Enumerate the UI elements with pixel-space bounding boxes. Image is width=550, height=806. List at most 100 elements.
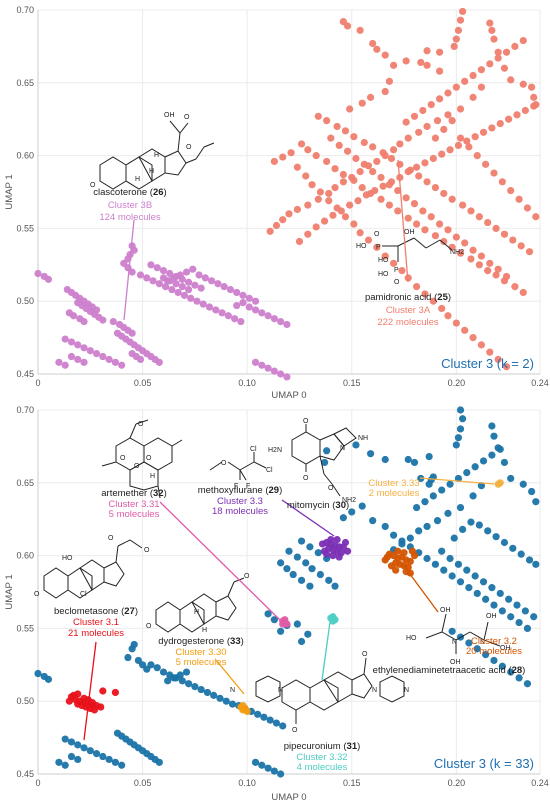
point-other-clusters — [222, 697, 230, 705]
point-cluster-3b — [174, 288, 182, 297]
point-cluster-3b — [231, 315, 239, 323]
point-cluster-3-1 — [65, 697, 73, 705]
point-cluster-3a — [341, 213, 350, 221]
o-label-1: O — [184, 114, 190, 121]
point-cluster-3a — [350, 133, 358, 141]
point-cluster-3a — [482, 160, 490, 168]
y-tick-label: 0.70 — [16, 5, 34, 15]
leader-line-330 — [215, 659, 245, 695]
point-cluster-3b — [155, 280, 163, 288]
point-other-clusters — [34, 669, 42, 678]
o-label-11: O — [303, 418, 309, 425]
point-cluster-3b — [61, 335, 69, 343]
point-other-clusters — [438, 486, 446, 494]
point-cluster-3a — [354, 197, 362, 205]
point-other-clusters — [450, 534, 458, 542]
points-top — [34, 7, 540, 381]
point-other-clusters — [463, 566, 471, 574]
point-cluster-3a — [356, 26, 364, 34]
point-other-clusters — [381, 522, 389, 531]
point-cluster-3a — [502, 272, 511, 281]
o-label-4: O — [374, 231, 380, 238]
point-cluster-3b — [92, 350, 101, 358]
point-cluster-3a — [266, 227, 274, 235]
point-cluster-3a — [379, 182, 387, 190]
point-other-clusters — [406, 534, 414, 542]
point-cluster-3-2 — [383, 553, 391, 561]
point-cluster-3a — [270, 157, 278, 166]
point-cluster-3a — [331, 165, 339, 173]
point-other-clusters — [99, 752, 107, 761]
point-other-clusters — [490, 601, 498, 609]
point-cluster-3b — [172, 280, 180, 288]
point-cluster-3a — [530, 102, 538, 110]
annotation-count-33: 18 molecules — [212, 506, 268, 517]
point-cluster-3a — [471, 133, 479, 141]
panel-title-top: Cluster 3 (k = 2) — [441, 356, 534, 371]
point-cluster-3b — [44, 275, 53, 283]
y-tick-label: 0.70 — [16, 405, 34, 415]
point-cluster-3b — [270, 367, 278, 375]
annotation-name-mitomycin: mitomycin (30) — [287, 500, 349, 511]
point-cluster-3b — [208, 277, 216, 285]
point-cluster-3a — [297, 140, 306, 148]
point-other-clusters — [448, 627, 456, 635]
point-cluster-3a — [444, 111, 452, 119]
point-cluster-3-2 — [400, 549, 408, 557]
point-cluster-3a — [312, 223, 320, 231]
point-cluster-3a — [452, 83, 460, 91]
point-other-clusters — [479, 457, 488, 465]
point-cluster-3-3 — [327, 535, 335, 544]
pipecuronium-structure: N N N N O O — [230, 651, 409, 734]
point-cluster-3a — [417, 58, 425, 67]
point-cluster-3a — [450, 42, 458, 51]
point-other-clusters — [532, 498, 540, 506]
point-cluster-3b — [159, 267, 168, 275]
o-label-6: O — [138, 421, 144, 428]
point-cluster-3a — [469, 93, 477, 101]
point-cluster-3a — [394, 207, 402, 215]
point-other-clusters — [521, 607, 529, 615]
n-label-6: N — [372, 687, 377, 694]
point-cluster-3a — [519, 36, 527, 45]
point-cluster-3a — [500, 230, 509, 238]
point-cluster-3b — [277, 317, 285, 326]
point-cluster-3a — [404, 134, 412, 142]
point-cluster-3-1 — [74, 690, 82, 698]
point-cluster-3a — [279, 153, 287, 161]
point-cluster-3-3 — [341, 538, 350, 547]
point-other-clusters — [325, 576, 333, 584]
x-tick-label: 0.24 — [531, 378, 549, 388]
point-cluster-3a — [438, 150, 446, 158]
point-cluster-3a — [331, 184, 339, 192]
point-cluster-3a — [475, 261, 483, 269]
point-cluster-3a — [509, 236, 517, 244]
point-cluster-3a — [419, 207, 427, 215]
annotation-name-pamidronic: pamidronic acid (25) — [365, 292, 451, 303]
point-other-clusters — [339, 514, 347, 522]
point-cluster-3a — [490, 35, 498, 43]
point-cluster-3b — [153, 264, 161, 272]
point-cluster-3a — [523, 204, 532, 212]
point-cluster-3a — [528, 83, 536, 91]
oh-label-3: OH — [440, 607, 451, 614]
point-cluster-3-1 — [97, 703, 105, 711]
point-other-clusters — [170, 674, 178, 682]
point-other-clusters — [293, 620, 301, 628]
point-cluster-3a — [486, 259, 494, 267]
point-cluster-3a — [456, 16, 465, 24]
point-other-clusters — [488, 451, 496, 459]
n-label-2: N — [452, 639, 457, 646]
point-cluster-3b — [168, 285, 176, 294]
point-other-clusters — [454, 434, 463, 442]
point-other-clusters — [452, 441, 460, 449]
point-cluster-3a — [429, 154, 437, 163]
h-label-3: H — [154, 152, 159, 159]
point-cluster-3a — [479, 128, 488, 136]
point-cluster-3a — [293, 205, 301, 214]
point-cluster-3a — [436, 220, 444, 228]
point-cluster-3b — [237, 317, 245, 326]
point-cluster-3a — [339, 178, 347, 186]
point-other-clusters — [67, 738, 76, 746]
point-other-clusters — [469, 492, 477, 500]
